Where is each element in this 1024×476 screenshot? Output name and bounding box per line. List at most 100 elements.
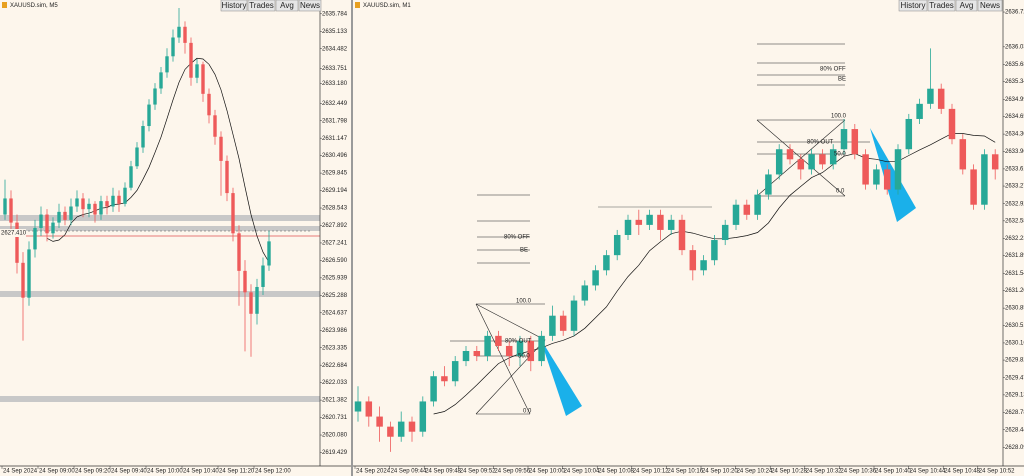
candle-body (117, 195, 121, 204)
candle-body (743, 204, 751, 215)
candle-body (613, 234, 621, 256)
candle-body (93, 203, 97, 215)
candle-body (754, 194, 761, 215)
candle-body (183, 26, 187, 43)
candle-body (141, 126, 145, 148)
candle-body (165, 56, 169, 73)
annotation: 80% OFF (820, 67, 846, 73)
candle-body (177, 26, 181, 38)
y-tick-label: 2630.496 (322, 153, 348, 159)
toolbar-button-label[interactable]: History (222, 1, 247, 10)
toolbar-button[interactable] (927, 0, 956, 12)
x-tick-label: 24 Sep 10:24 (737, 469, 773, 475)
y-tick-label: 2619.429 (322, 450, 348, 456)
candle-body (689, 250, 697, 271)
candle-body (57, 211, 61, 223)
candle-body (797, 159, 805, 170)
y-tick-label: 2634.99 (1005, 97, 1024, 103)
x-tick-label: 24 Sep 2024 (356, 469, 391, 475)
candle-body (213, 115, 217, 137)
candle-body (267, 241, 271, 266)
candle-body (9, 198, 13, 223)
y-tick-label: 2635.68 (1005, 62, 1024, 68)
toolbar-button[interactable] (298, 0, 322, 12)
candle-body (732, 204, 740, 225)
candle-body (261, 265, 265, 287)
candle-body (397, 421, 405, 437)
candle-body (484, 335, 491, 357)
toolbar-button[interactable] (220, 0, 248, 12)
x-tick-label: 24 Sep 10:40 (875, 469, 911, 475)
candle-body (189, 42, 193, 78)
candle-body (927, 88, 934, 104)
candle-body (808, 154, 815, 170)
y-tick-label: 2622.684 (322, 363, 348, 369)
y-tick-label: 2633.27 (1005, 184, 1024, 190)
toolbar-button[interactable] (977, 0, 1003, 12)
candle-body (201, 64, 205, 94)
candle-body (255, 286, 259, 314)
y-tick-label: 2627.892 (322, 223, 348, 229)
x-tick-label: 24 Sep 09:40 (111, 469, 147, 475)
candle-body (21, 262, 25, 298)
candle-body (711, 240, 718, 261)
candle-body (775, 149, 783, 175)
level-band (0, 291, 320, 297)
x-tick-label: 24 Sep 10:12 (633, 469, 669, 475)
candle-body (516, 340, 524, 357)
toolbar-button-label[interactable]: Trades (929, 1, 954, 10)
x-tick-label: 24 Sep 10:00 (529, 469, 565, 475)
candle-body (667, 219, 675, 230)
symbol-icon (2, 2, 7, 8)
y-tick-label: 2623.986 (322, 328, 348, 334)
toolbar-button-label[interactable]: Trades (249, 1, 274, 10)
annotation: 80% OUT (505, 339, 532, 345)
level-band (0, 396, 320, 402)
x-tick-label: 24 Sep 10:32 (806, 469, 842, 475)
toolbar-button-label[interactable]: Avg (280, 1, 294, 10)
toolbar-button[interactable] (898, 0, 928, 12)
candle-body (527, 340, 535, 362)
x-tick-label: 24 Sep 2024 (3, 469, 38, 475)
candle-body (981, 154, 988, 205)
annotation: 100.0 (516, 299, 532, 305)
candle-body (905, 118, 913, 150)
y-tick-label: 2623.335 (322, 345, 348, 351)
candle-body (570, 300, 578, 331)
toolbar-button-label[interactable]: Avg (960, 1, 974, 10)
toolbar-button-label[interactable]: History (901, 1, 926, 10)
candle-body (419, 401, 427, 432)
candle-body (559, 315, 567, 331)
y-tick-label: 2632.92 (1005, 201, 1024, 207)
y-tick-label: 2629.13 (1005, 392, 1024, 398)
candle-body (231, 193, 235, 234)
annotation: 80% OFF (504, 235, 530, 241)
candle-body (387, 426, 394, 437)
annotation: 50.0 (834, 152, 846, 158)
y-tick-label: 2629.47 (1005, 375, 1024, 381)
toolbar-button[interactable] (275, 0, 299, 12)
toolbar-button-label[interactable]: News (980, 1, 1000, 10)
candle-body (894, 149, 902, 190)
y-tick-label: 2631.54 (1005, 271, 1024, 277)
candle-body (376, 416, 383, 427)
toolbar-button[interactable] (955, 0, 978, 12)
y-tick-label: 2628.543 (322, 206, 348, 212)
candle-body (123, 187, 127, 204)
annotation: BE (838, 77, 846, 83)
annotation: BE (520, 248, 528, 254)
y-tick-label: 2620.080 (322, 433, 348, 439)
y-tick-label: 2635.133 (322, 29, 348, 35)
annotation: 50.0 (518, 354, 530, 360)
toolbar-button-label[interactable]: News (300, 1, 320, 10)
x-tick-label: 24 Sep 09:44 (391, 469, 427, 475)
x-tick-label: 24 Sep 09:48 (425, 469, 461, 475)
candle-body (819, 154, 826, 165)
candle-body (249, 292, 253, 314)
candle-body (840, 129, 848, 150)
candle-body (678, 219, 686, 251)
candle-body (51, 222, 55, 234)
candle-body (111, 195, 115, 207)
toolbar-button[interactable] (247, 0, 276, 12)
candle-body (765, 174, 772, 195)
